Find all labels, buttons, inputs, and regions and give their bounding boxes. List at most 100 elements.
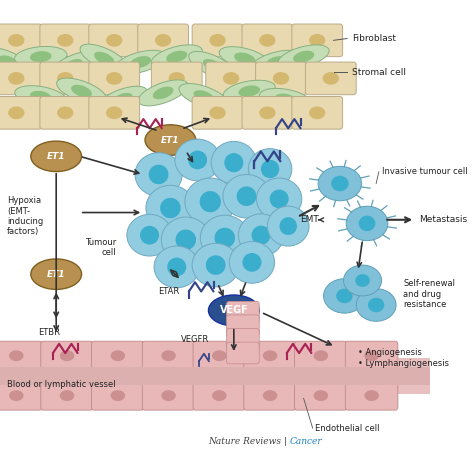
Ellipse shape bbox=[46, 55, 99, 76]
Ellipse shape bbox=[280, 217, 297, 235]
Ellipse shape bbox=[293, 51, 314, 63]
FancyBboxPatch shape bbox=[346, 381, 398, 410]
FancyBboxPatch shape bbox=[346, 341, 398, 370]
Ellipse shape bbox=[94, 52, 114, 65]
Ellipse shape bbox=[223, 174, 270, 218]
Ellipse shape bbox=[31, 141, 82, 172]
FancyBboxPatch shape bbox=[292, 97, 343, 129]
Ellipse shape bbox=[175, 229, 196, 250]
FancyBboxPatch shape bbox=[227, 315, 259, 337]
Ellipse shape bbox=[365, 390, 379, 401]
Ellipse shape bbox=[135, 153, 182, 196]
Ellipse shape bbox=[161, 350, 176, 361]
Ellipse shape bbox=[212, 350, 227, 361]
Text: Metastasis: Metastasis bbox=[419, 215, 467, 224]
FancyBboxPatch shape bbox=[0, 341, 43, 370]
Ellipse shape bbox=[8, 72, 25, 85]
Ellipse shape bbox=[273, 72, 289, 85]
Ellipse shape bbox=[0, 56, 20, 68]
Ellipse shape bbox=[224, 153, 243, 172]
Ellipse shape bbox=[166, 51, 188, 62]
Ellipse shape bbox=[259, 107, 275, 119]
Ellipse shape bbox=[98, 86, 147, 112]
FancyBboxPatch shape bbox=[138, 24, 189, 56]
FancyBboxPatch shape bbox=[91, 381, 144, 410]
Ellipse shape bbox=[193, 90, 214, 103]
Ellipse shape bbox=[200, 191, 221, 212]
FancyBboxPatch shape bbox=[227, 342, 259, 364]
Ellipse shape bbox=[365, 350, 379, 361]
Ellipse shape bbox=[215, 228, 235, 248]
Ellipse shape bbox=[60, 390, 74, 401]
Text: • Angiogenesis
• Lymphangiogenesis: • Angiogenesis • Lymphangiogenesis bbox=[358, 348, 449, 368]
Ellipse shape bbox=[31, 50, 51, 64]
Ellipse shape bbox=[263, 390, 277, 401]
Text: ETAR: ETAR bbox=[159, 287, 180, 296]
Ellipse shape bbox=[116, 48, 164, 76]
FancyBboxPatch shape bbox=[41, 341, 93, 370]
FancyBboxPatch shape bbox=[242, 24, 293, 56]
FancyBboxPatch shape bbox=[0, 357, 429, 394]
FancyBboxPatch shape bbox=[193, 381, 246, 410]
Ellipse shape bbox=[309, 34, 325, 46]
Ellipse shape bbox=[155, 34, 171, 46]
Text: Blood or lymphatic vessel: Blood or lymphatic vessel bbox=[7, 380, 116, 389]
FancyBboxPatch shape bbox=[89, 97, 139, 129]
Ellipse shape bbox=[167, 257, 186, 276]
Ellipse shape bbox=[17, 42, 65, 71]
Text: Nature Reviews: Nature Reviews bbox=[208, 438, 281, 447]
FancyBboxPatch shape bbox=[41, 381, 93, 410]
Ellipse shape bbox=[151, 46, 203, 67]
Ellipse shape bbox=[314, 350, 328, 361]
Text: Fibroblast: Fibroblast bbox=[352, 34, 396, 43]
Ellipse shape bbox=[324, 279, 365, 313]
Text: Endothelial cell: Endothelial cell bbox=[315, 424, 380, 433]
Text: Self-renewal
and drug
resistance: Self-renewal and drug resistance bbox=[403, 279, 456, 309]
Ellipse shape bbox=[201, 215, 249, 261]
Ellipse shape bbox=[175, 139, 220, 181]
FancyBboxPatch shape bbox=[305, 62, 356, 95]
Bar bbox=[0, 366, 429, 385]
Ellipse shape bbox=[259, 89, 312, 109]
Ellipse shape bbox=[346, 206, 388, 241]
Ellipse shape bbox=[251, 50, 302, 74]
Ellipse shape bbox=[224, 78, 274, 104]
Ellipse shape bbox=[31, 259, 82, 290]
Ellipse shape bbox=[270, 190, 289, 208]
FancyBboxPatch shape bbox=[294, 381, 347, 410]
Ellipse shape bbox=[71, 85, 92, 97]
Ellipse shape bbox=[154, 246, 200, 288]
Ellipse shape bbox=[57, 72, 73, 85]
Text: |: | bbox=[283, 438, 287, 447]
Ellipse shape bbox=[252, 226, 271, 245]
FancyBboxPatch shape bbox=[244, 381, 296, 410]
FancyBboxPatch shape bbox=[142, 341, 195, 370]
Ellipse shape bbox=[210, 34, 226, 46]
Ellipse shape bbox=[57, 107, 73, 119]
Ellipse shape bbox=[210, 107, 226, 119]
Text: VEGF: VEGF bbox=[219, 305, 248, 315]
Ellipse shape bbox=[0, 52, 35, 72]
FancyBboxPatch shape bbox=[227, 301, 259, 323]
Ellipse shape bbox=[239, 85, 260, 97]
Ellipse shape bbox=[106, 34, 122, 46]
Ellipse shape bbox=[106, 107, 122, 119]
Ellipse shape bbox=[57, 34, 73, 46]
Ellipse shape bbox=[219, 48, 271, 69]
FancyBboxPatch shape bbox=[40, 97, 91, 129]
Ellipse shape bbox=[137, 83, 190, 103]
FancyBboxPatch shape bbox=[192, 24, 243, 56]
Text: ETBR: ETBR bbox=[38, 328, 60, 337]
FancyBboxPatch shape bbox=[242, 97, 293, 129]
Ellipse shape bbox=[9, 390, 24, 401]
Ellipse shape bbox=[112, 93, 133, 106]
Ellipse shape bbox=[60, 350, 74, 361]
Ellipse shape bbox=[238, 214, 283, 256]
Text: EMT: EMT bbox=[301, 215, 319, 224]
Ellipse shape bbox=[359, 216, 375, 231]
FancyBboxPatch shape bbox=[206, 62, 256, 95]
Ellipse shape bbox=[149, 164, 168, 184]
FancyBboxPatch shape bbox=[0, 381, 43, 410]
Ellipse shape bbox=[248, 149, 292, 190]
Text: Invasive tumour cell: Invasive tumour cell bbox=[383, 167, 468, 176]
